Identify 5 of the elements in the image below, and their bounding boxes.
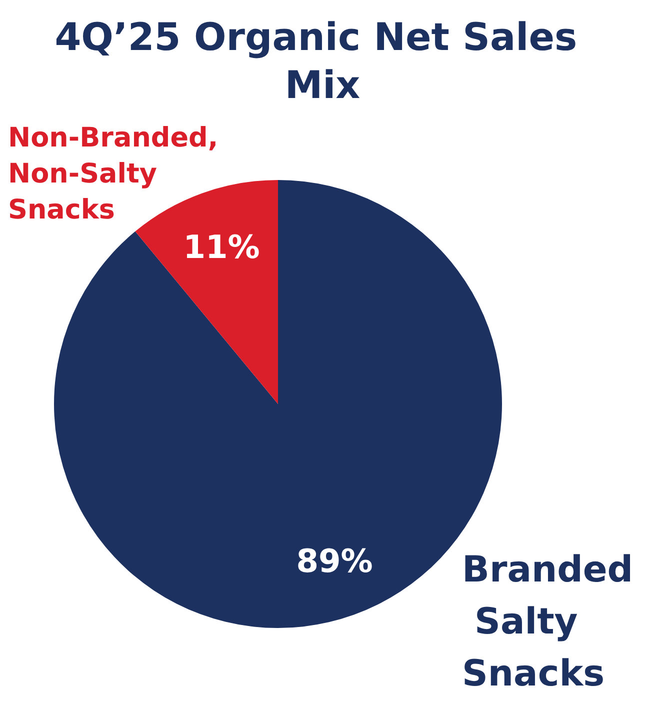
slice-label: Non-Branded, Non-Salty Snacks [8, 122, 228, 226]
slice-label: Branded Salty Snacks [462, 550, 634, 694]
data-label: 89% [296, 542, 373, 580]
chart-title: 4Q’25 Organic Net Sales Mix [54, 15, 590, 107]
data-label: 11% [183, 228, 260, 266]
